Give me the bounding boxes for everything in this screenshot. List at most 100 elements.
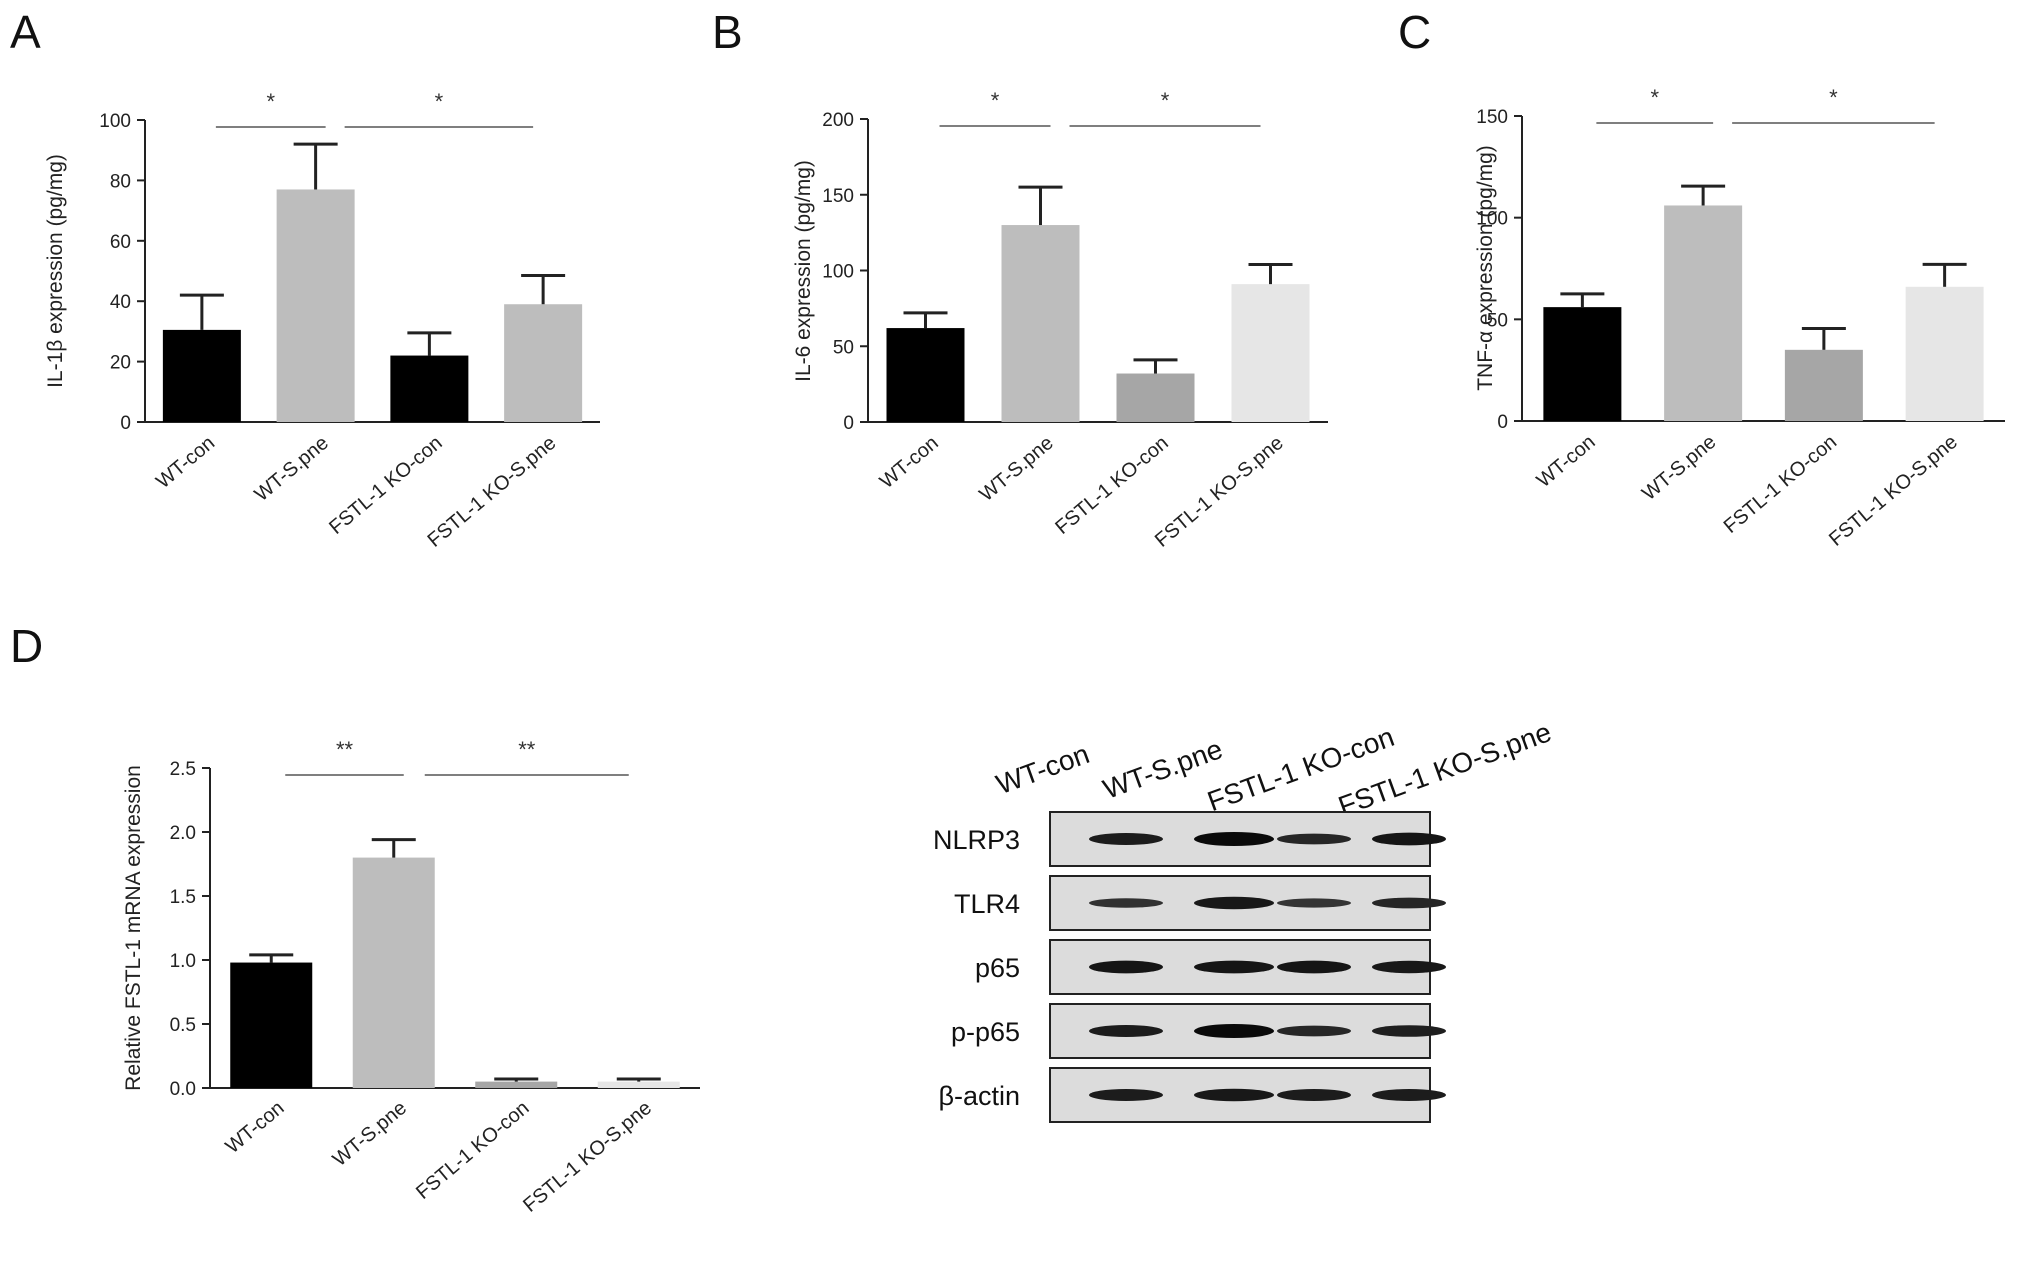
bar: [276, 189, 355, 422]
blot-band: [1194, 960, 1274, 974]
bar: [1001, 225, 1080, 422]
blot-band: [1194, 1088, 1274, 1102]
x-tick-label: WT-con: [152, 432, 219, 493]
x-tick-label: WT-S.pne: [1638, 431, 1720, 505]
blot-band: [1372, 1025, 1446, 1037]
chart-fstl1-mrna: 0.0 0.5 1.0 1.5 2.0 2.5 Relative FSTL-1 mRNA e…: [122, 737, 700, 1217]
y-tick-label: 0: [843, 413, 854, 434]
blot-row-label: NLRP3: [933, 825, 1020, 855]
y-tick-label: 0: [120, 413, 131, 434]
blot-row-label: p-p65: [951, 1017, 1020, 1047]
x-tick-label: WT-con: [222, 1097, 289, 1158]
y-tick-label: 50: [833, 337, 854, 358]
bar: [504, 304, 583, 422]
blot-band: [1089, 960, 1163, 974]
y-tick-label: 20: [110, 353, 131, 374]
bar: [352, 857, 435, 1088]
bar: [162, 329, 241, 422]
panel-letter-d: D: [10, 620, 43, 672]
y-tick-label: 0.5: [170, 1015, 196, 1036]
significance-label: *: [991, 88, 1000, 113]
significance-label: *: [1829, 85, 1838, 110]
x-tick-label: FSTL-1 KO-con: [412, 1097, 533, 1204]
y-tick-label: 40: [110, 292, 131, 313]
blot-band: [1194, 896, 1274, 910]
chart-il1b: 0 20 40 60 80 100 IL-1β expression (pg/mg) WT-c…: [44, 89, 600, 552]
bar: [390, 355, 469, 422]
x-tick-label: WT-con: [1533, 431, 1600, 492]
x-tick-label: FSTL-1 KO-S.pne: [1151, 432, 1288, 552]
y-tick-label: 2.5: [170, 759, 196, 780]
y-tick-label: 100: [822, 262, 854, 283]
blot-band: [1372, 960, 1446, 974]
blot-band: [1277, 833, 1351, 845]
y-axis-label: Relative FSTL-1 mRNA expression: [122, 765, 145, 1091]
y-tick-label: 150: [1476, 107, 1508, 128]
bar: [886, 328, 965, 422]
blot-row-label: p65: [975, 953, 1020, 983]
y-tick-label: 1.0: [170, 951, 196, 972]
y-tick-label: 60: [110, 232, 131, 253]
blot-band: [1277, 898, 1351, 908]
x-tick-label: FSTL-1 KO-con: [325, 432, 446, 539]
panel-letter-c: C: [1398, 6, 1431, 58]
blot-row-label: TLR4: [954, 889, 1020, 919]
x-tick-label: FSTL-1 KO-S.pne: [1825, 431, 1962, 551]
panel-letter-a: A: [10, 6, 41, 58]
bar: [1664, 205, 1743, 421]
chart-tnfa: 0 50 100 150 TNF-α expression (pg/mg) WT-con W…: [1474, 85, 2005, 551]
significance-label: *: [435, 89, 444, 114]
x-tick-label: FSTL-1 KO-S.pne: [519, 1097, 656, 1217]
blot-band: [1089, 1089, 1163, 1101]
blot-band: [1089, 1025, 1163, 1037]
bar: [1543, 307, 1622, 421]
x-tick-label: WT-S.pne: [975, 432, 1057, 506]
y-tick-label: 100: [99, 111, 131, 132]
bar: [1116, 373, 1195, 422]
blot-band: [1277, 1025, 1351, 1037]
blot-band: [1372, 1089, 1446, 1101]
blot-band: [1089, 833, 1163, 845]
bar: [230, 962, 313, 1088]
x-tick-label: WT-con: [876, 432, 943, 493]
y-tick-label: 100: [1476, 209, 1508, 230]
y-axis-label: IL-6 expression (pg/mg): [792, 160, 815, 382]
y-tick-label: 0.0: [170, 1079, 196, 1100]
blot-band: [1277, 960, 1351, 974]
chart-il6: 0 50 100 150 200 IL-6 expression (pg/mg) WT-co…: [792, 88, 1328, 552]
blot-row-label: β-actin: [938, 1081, 1020, 1111]
blot-band: [1277, 1089, 1351, 1101]
blot-lane-label: WT-con: [992, 738, 1093, 800]
x-tick-label: FSTL-1 KO-con: [1051, 432, 1172, 539]
y-tick-label: 200: [822, 110, 854, 131]
significance-label: *: [1650, 85, 1659, 110]
blot-band: [1194, 832, 1274, 846]
bar: [597, 1081, 680, 1088]
y-tick-label: 150: [822, 186, 854, 207]
significance-label: *: [1161, 88, 1170, 113]
y-axis-label: TNF-α expression (pg/mg): [1474, 145, 1497, 391]
y-tick-label: 1.5: [170, 887, 196, 908]
panel-letter-b: B: [712, 6, 743, 58]
x-tick-label: WT-S.pne: [329, 1097, 411, 1171]
bar: [1784, 349, 1863, 421]
y-axis-label: IL-1β expression (pg/mg): [44, 154, 67, 388]
y-tick-label: 80: [110, 171, 131, 192]
y-tick-label: 50: [1487, 310, 1508, 331]
significance-label: **: [518, 737, 536, 762]
bar: [1231, 284, 1310, 422]
blot-band: [1372, 897, 1446, 909]
blot-band: [1089, 898, 1163, 908]
bar: [475, 1081, 558, 1088]
x-tick-label: FSTL-1 KO-con: [1720, 431, 1841, 538]
y-tick-label: 0: [1497, 412, 1508, 433]
significance-label: *: [266, 89, 275, 114]
y-tick-label: 2.0: [170, 823, 196, 844]
blot-band: [1194, 1024, 1274, 1038]
bar: [1905, 286, 1984, 421]
x-tick-label: WT-S.pne: [251, 432, 333, 506]
significance-label: **: [336, 737, 354, 762]
blot-band: [1372, 832, 1446, 846]
